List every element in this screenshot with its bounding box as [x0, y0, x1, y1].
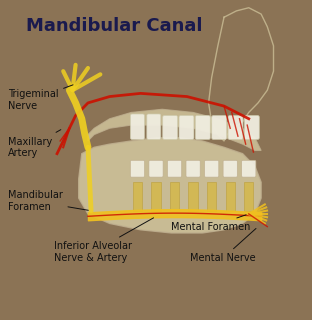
FancyBboxPatch shape: [168, 160, 182, 177]
FancyBboxPatch shape: [212, 116, 227, 140]
Text: Inferior Alveolar
Nerve & Artery: Inferior Alveolar Nerve & Artery: [54, 218, 154, 263]
FancyBboxPatch shape: [149, 160, 163, 177]
Text: Mental Nerve: Mental Nerve: [190, 228, 256, 263]
FancyBboxPatch shape: [163, 116, 178, 140]
FancyBboxPatch shape: [205, 160, 219, 177]
Bar: [170, 182, 179, 211]
Text: Mental Foramen: Mental Foramen: [172, 215, 251, 232]
FancyBboxPatch shape: [147, 114, 161, 140]
FancyBboxPatch shape: [228, 116, 243, 140]
Bar: [151, 182, 161, 211]
FancyBboxPatch shape: [130, 160, 144, 177]
Text: Mandibular Canal: Mandibular Canal: [26, 17, 202, 35]
Text: Trigeminal
Nerve: Trigeminal Nerve: [7, 85, 73, 110]
Text: Mandibular
Foramen: Mandibular Foramen: [7, 190, 88, 212]
Bar: [133, 182, 142, 211]
Text: Maxillary
Artery: Maxillary Artery: [7, 130, 61, 158]
Bar: [188, 182, 198, 211]
FancyBboxPatch shape: [179, 116, 194, 140]
Bar: [226, 182, 235, 211]
Polygon shape: [88, 109, 261, 150]
FancyBboxPatch shape: [130, 114, 144, 140]
Polygon shape: [79, 138, 261, 233]
Bar: [207, 182, 216, 211]
FancyBboxPatch shape: [186, 160, 200, 177]
FancyBboxPatch shape: [244, 116, 259, 140]
FancyBboxPatch shape: [195, 116, 210, 140]
FancyBboxPatch shape: [242, 160, 256, 177]
Bar: [244, 182, 253, 211]
FancyBboxPatch shape: [223, 160, 237, 177]
